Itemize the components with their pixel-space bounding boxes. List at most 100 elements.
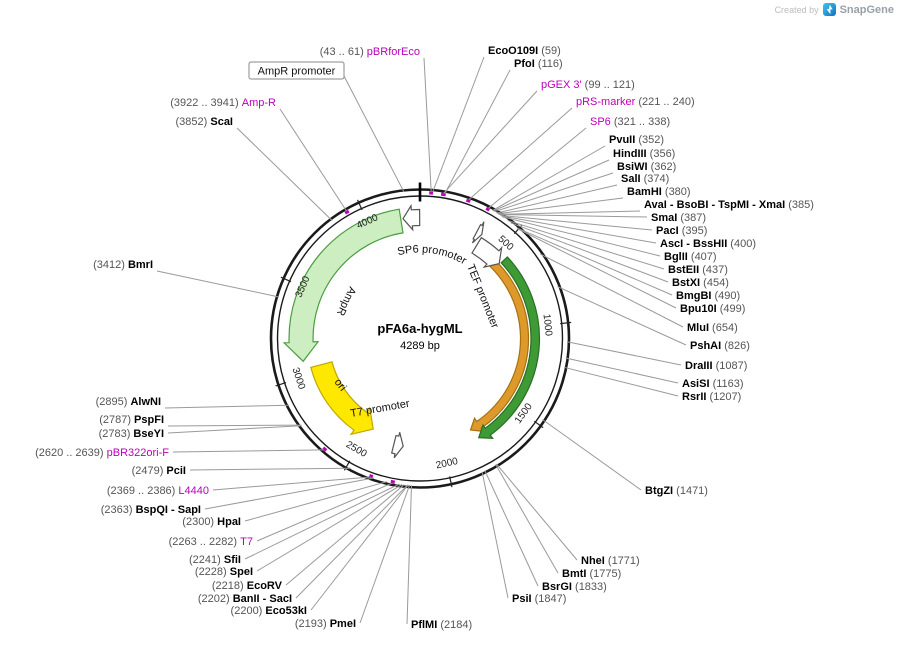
site-label-pshai: PshAI (826) — [690, 340, 750, 352]
label-part: HindIII — [613, 148, 647, 160]
primer-label-prs-marker: pRS-marker (221 .. 240) — [576, 96, 695, 108]
label-part: PspFI — [134, 414, 164, 426]
leader-line-bmri — [157, 271, 279, 297]
label-part: (1847) — [532, 593, 567, 605]
label-part: RsrII — [682, 391, 706, 403]
label-part: PshAI — [690, 340, 721, 352]
label-part: (826) — [721, 340, 750, 352]
label-part: MluI — [687, 322, 709, 334]
label-part: (3412) — [93, 259, 128, 271]
site-label-bglii: BglII (407) — [664, 251, 717, 263]
site-label-ecorv: (2218) EcoRV — [212, 580, 283, 592]
label-part: Eco53kI — [265, 605, 307, 617]
site-label-scai: (3852) ScaI — [176, 116, 234, 128]
label-part: (321 .. 338) — [611, 116, 670, 128]
label-part: (2300) — [182, 516, 217, 528]
label-part: (2620 .. 2639) — [35, 447, 107, 459]
site-label-bpu10i: Bpu10I (499) — [680, 303, 745, 315]
label-part: BtgZI — [645, 485, 673, 497]
label-part: SalI — [621, 173, 641, 185]
primer-tick-prs-marker — [466, 200, 470, 201]
leader-line-pcii — [190, 468, 351, 470]
site-label-bamhi: BamHI (380) — [627, 186, 691, 198]
site-label-btgzi: BtgZI (1471) — [645, 485, 708, 497]
label-part: SpeI — [230, 566, 253, 578]
label-part: (654) — [709, 322, 738, 334]
label-part: PacI — [656, 225, 679, 237]
site-label-hpai: (2300) HpaI — [182, 516, 241, 528]
site-label-ecoo109i: EcoO109I (59) — [488, 45, 561, 57]
plasmid-name: pFA6a-hygML — [377, 321, 462, 336]
label-part: (1833) — [572, 581, 607, 593]
leader-line-amp-r — [280, 109, 347, 211]
site-label-bseyi: (2783) BseYI — [99, 428, 164, 440]
site-label-bsrgi: BsrGI (1833) — [542, 581, 607, 593]
tick-label-1000: 1000 — [541, 313, 554, 337]
label-part: (437) — [699, 264, 728, 276]
label-part: DraIII — [685, 360, 713, 372]
leader-line-bpu10i — [518, 229, 676, 308]
feature-t7-promoter — [392, 432, 404, 457]
site-label-pspfi: (2787) PspFI — [99, 414, 164, 426]
label-part: SmaI — [651, 212, 677, 224]
leader-line-alwni — [165, 405, 289, 408]
site-label-avai-bsobi-tspmi-xmai: AvaI - BsoBI - TspMI - XmaI (385) — [644, 199, 814, 211]
label-part: (2193) — [295, 618, 330, 630]
label-part: PflMI — [411, 619, 437, 631]
site-label-rsrii: RsrII (1207) — [682, 391, 741, 403]
label-part: pGEX 3' — [541, 79, 582, 91]
leader-line-rsrii — [564, 367, 678, 396]
leader-line-ecoo109i — [433, 57, 484, 192]
site-label-bsiwi: BsiWI (362) — [617, 161, 676, 173]
leader-line-sp6 — [488, 128, 586, 208]
label-part: (2200) — [231, 605, 266, 617]
leader-line-sfii — [245, 484, 399, 559]
label-part: (2202) — [198, 593, 233, 605]
leader-line-nhei — [497, 464, 578, 560]
label-part: (43 .. 61) — [320, 46, 367, 58]
label-part: (387) — [677, 212, 706, 224]
label-part: AscI - BssHII — [660, 238, 727, 250]
label-part: (407) — [688, 251, 717, 263]
leader-line-btgzi — [543, 420, 641, 490]
leader-line-psii — [482, 472, 508, 598]
label-part: (1207) — [706, 391, 741, 403]
label-part: pRS-marker — [576, 96, 636, 108]
label-part: L4440 — [178, 485, 209, 497]
tick-label-3000: 3000 — [290, 366, 308, 391]
site-label-bsteii: BstEII (437) — [668, 264, 728, 276]
plasmid-map-layers: 5001000150020002500300035004000EcoO109I … — [35, 45, 814, 631]
watermark: Created by SnapGene — [775, 3, 894, 16]
label-part: (2184) — [437, 619, 472, 631]
label-part: (395) — [679, 225, 708, 237]
site-label-pcii: (2479) PciI — [132, 465, 186, 477]
label-part: (2363) — [101, 504, 136, 516]
watermark-prefix: Created by — [775, 5, 819, 15]
label-part: BanII - SacI — [233, 593, 292, 605]
site-label-hindiii: HindIII (356) — [613, 148, 675, 160]
backbone-inner-circle — [278, 196, 563, 481]
plasmid-size: 4289 bp — [400, 340, 440, 352]
site-label-smai: SmaI (387) — [651, 212, 706, 224]
primer-label-pbr322ori-f: (2620 .. 2639) pBR322ori-F — [35, 447, 169, 459]
primer-label-sp6: SP6 (321 .. 338) — [590, 116, 670, 128]
label-part: PfoI — [514, 58, 535, 70]
site-label-bspqi-sapi: (2363) BspQI - SapI — [101, 504, 201, 516]
site-label-mlui: MluI (654) — [687, 322, 738, 334]
site-label-nhei: NheI (1771) — [581, 555, 640, 567]
label-part: PmeI — [330, 618, 356, 630]
feature-ori — [311, 362, 373, 435]
feature-label-t7-promoter: T7 promoter — [349, 398, 410, 420]
site-label-asisi: AsiSI (1163) — [682, 378, 744, 390]
site-label-pfoi: PfoI (116) — [514, 58, 563, 70]
label-part: (2479) — [132, 465, 167, 477]
primer-tick-l4440 — [369, 476, 372, 477]
leader-line-bmti — [496, 465, 558, 574]
leader-line-asci-bsshii — [501, 216, 656, 243]
label-part: (2787) — [99, 414, 134, 426]
label-part: (499) — [717, 303, 746, 315]
label-part: T7 — [240, 536, 253, 548]
label-part: BglII — [664, 251, 688, 263]
label-part: BmgBI — [676, 290, 711, 302]
